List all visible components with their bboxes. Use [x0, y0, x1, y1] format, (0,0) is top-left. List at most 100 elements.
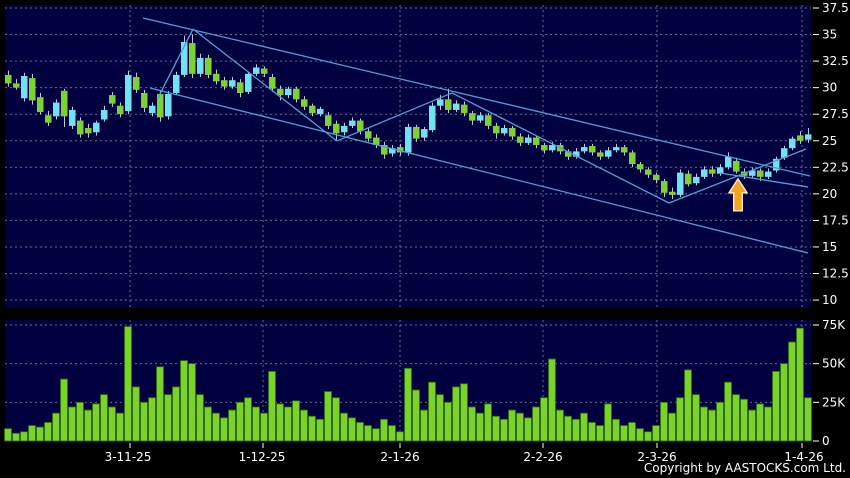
trendline-decline-from-peak: [192, 28, 338, 142]
candle-body-down: [221, 80, 228, 87]
price-axis-label: 37.5: [822, 1, 849, 15]
price-axis-label: 15: [822, 240, 837, 254]
volume-bar: [780, 363, 788, 442]
volume-bar: [740, 398, 748, 442]
volume-bar: [764, 406, 772, 442]
volume-bar: [564, 415, 572, 442]
candle-body-up: [453, 103, 460, 110]
volume-bar: [516, 412, 524, 442]
trendline-minor-resistance: [719, 172, 809, 188]
date-axis-label: 2-3-26: [637, 450, 676, 464]
candle-body-down: [493, 125, 500, 134]
candle-body-up: [765, 171, 772, 177]
volume-bar: [108, 406, 116, 442]
candle-body-up: [53, 102, 60, 117]
volume-bar: [412, 389, 420, 442]
candle-body-up: [285, 88, 292, 96]
volume-bar: [300, 409, 308, 442]
candle-body-down: [709, 169, 716, 174]
volume-bar: [236, 401, 244, 442]
candle-body-up: [253, 67, 260, 74]
candle-body-up: [101, 109, 108, 120]
volume-bar: [364, 425, 372, 442]
candle-body-down: [597, 152, 604, 157]
volume-bar: [604, 403, 612, 442]
candle-body-up: [149, 105, 156, 114]
price-axis-label: 32.5: [822, 54, 849, 68]
volume-bar: [124, 326, 132, 442]
candle-body-down: [469, 113, 476, 121]
volume-bar: [324, 391, 332, 442]
candle-body-down: [397, 147, 404, 153]
candle-body-down: [133, 77, 140, 90]
volume-bar: [188, 363, 196, 442]
candle-body-down: [293, 88, 300, 100]
candle-body-up: [229, 80, 236, 87]
volume-bar: [316, 418, 324, 442]
volume-bar: [12, 432, 20, 442]
candle-body-down: [117, 105, 124, 115]
candle-body-up: [549, 144, 556, 151]
trendline-rebound-to-jan-high: [336, 92, 453, 142]
volume-bar: [588, 422, 596, 442]
volume-bar: [676, 397, 684, 442]
candle-body-down: [157, 94, 164, 118]
volume-bar: [52, 412, 60, 442]
candle-body-up: [805, 134, 812, 140]
candle-body-down: [509, 128, 516, 137]
volume-bar: [724, 381, 732, 442]
volume-bar: [172, 386, 180, 442]
volume-bar: [524, 417, 532, 442]
price-axis-label: 12.5: [822, 267, 849, 281]
candle-body-up: [93, 122, 100, 133]
volume-bar: [796, 327, 804, 442]
candle-body-up: [181, 41, 188, 75]
volume-bar: [748, 409, 756, 442]
candle-body-up: [525, 137, 532, 143]
candle-body-up: [405, 126, 412, 153]
volume-bar: [60, 378, 68, 442]
volume-bar: [204, 406, 212, 442]
volume-bar: [20, 431, 28, 442]
candle-body-up: [725, 156, 732, 168]
candle-body-up: [21, 75, 28, 99]
volume-bar: [636, 428, 644, 442]
candle-body-up: [69, 109, 76, 126]
candle-body-down: [685, 173, 692, 185]
volume-bar: [68, 406, 76, 442]
volume-bar: [484, 403, 492, 442]
volume-bar: [612, 418, 620, 442]
candle-body-up: [437, 99, 444, 106]
volume-bar: [140, 401, 148, 442]
candle-body-down: [45, 115, 52, 123]
candle-body-up: [613, 147, 620, 151]
volume-bar: [772, 370, 780, 442]
price-axis-label: 27.5: [822, 107, 849, 121]
candle-body-down: [757, 170, 764, 177]
volume-bar: [220, 417, 228, 442]
candle-body-down: [733, 160, 740, 172]
candle-body-down: [797, 135, 804, 141]
candle-body-down: [653, 174, 660, 181]
volume-bar: [716, 401, 724, 442]
volume-bar: [380, 418, 388, 442]
candle-body-up: [165, 94, 172, 117]
candle-body-up: [789, 138, 796, 149]
candle-body-up: [197, 57, 204, 74]
candle-body-down: [213, 73, 220, 82]
volume-bar: [452, 386, 460, 442]
volume-bar: [308, 415, 316, 442]
candle-body-up: [349, 120, 356, 126]
volume-bar: [212, 412, 220, 442]
price-axis-label: 30: [822, 81, 837, 95]
candle-body-down: [301, 99, 308, 107]
candle-body-down: [661, 181, 668, 193]
candle-body-up: [421, 129, 428, 138]
candle-body-down: [357, 120, 364, 132]
candle-body-down: [189, 43, 196, 74]
volume-bar: [788, 341, 796, 442]
volume-bar: [556, 409, 564, 442]
candle-body-down: [445, 99, 452, 110]
candle-body-down: [645, 169, 652, 175]
volume-bar: [804, 397, 812, 442]
